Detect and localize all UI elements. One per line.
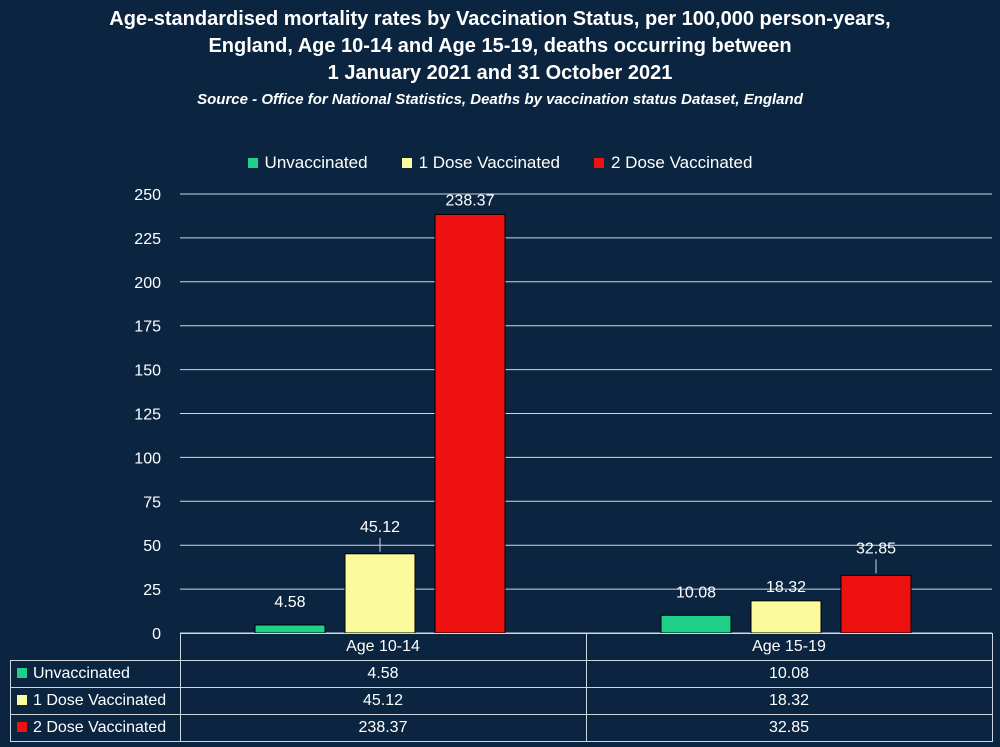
table-row: 2 Dose Vaccinated 238.37 32.85 <box>10 714 993 742</box>
table-cell: 32.85 <box>585 714 993 742</box>
table-header-cell: Age 15-19 <box>585 633 993 661</box>
y-tick-label: 75 <box>143 494 161 511</box>
data-label: 18.32 <box>766 579 806 596</box>
table-row-label-text: 1 Dose Vaccinated <box>33 692 167 709</box>
table-cell: 10.08 <box>585 660 993 688</box>
table-corner-cell <box>10 633 181 661</box>
bar <box>344 553 416 634</box>
chart-data-table: Age 10-14 Age 15-19 Unvaccinated 4.58 10… <box>10 633 993 742</box>
y-tick-label: 50 <box>143 538 161 555</box>
y-tick-label: 150 <box>134 363 161 380</box>
table-cell: 45.12 <box>179 687 587 715</box>
legend-swatch <box>247 158 258 168</box>
chart-legend: Unvaccinated 1 Dose Vaccinated 2 Dose Va… <box>0 153 1000 173</box>
bar <box>660 614 732 634</box>
legend-label: 2 Dose Vaccinated <box>611 153 753 172</box>
data-label: 10.08 <box>676 584 716 601</box>
data-label: 238.37 <box>446 192 495 209</box>
y-tick-label: 200 <box>134 275 161 292</box>
y-tick-label: 0 <box>152 626 161 640</box>
legend-item-unvaccinated: Unvaccinated <box>247 153 368 173</box>
table-cell: 238.37 <box>179 714 587 742</box>
table-cell: 4.58 <box>179 660 587 688</box>
chart-subtitle: Source - Office for National Statistics,… <box>197 91 803 108</box>
table-row: 1 Dose Vaccinated 45.12 18.32 <box>10 687 993 715</box>
table-row-label: 2 Dose Vaccinated <box>10 714 181 742</box>
table-row-label-text: Unvaccinated <box>33 665 130 682</box>
data-label: 45.12 <box>360 519 400 536</box>
table-header-cell: Age 10-14 <box>179 633 587 661</box>
chart-title-line: Age-standardised mortality rates by Vacc… <box>109 8 891 30</box>
data-label: 4.58 <box>274 594 305 611</box>
legend-item-one-dose: 1 Dose Vaccinated <box>401 153 560 173</box>
y-tick-label: 100 <box>134 450 161 467</box>
legend-label: Unvaccinated <box>264 153 368 172</box>
y-tick-label: 250 <box>134 187 161 204</box>
chart-title-line: England, Age 10-14 and Age 15-19, deaths… <box>208 35 792 57</box>
y-tick-label: 175 <box>134 319 161 336</box>
legend-swatch <box>594 158 604 168</box>
table-row: Unvaccinated 4.58 10.08 <box>10 660 993 688</box>
chart-title-block: Age-standardised mortality rates by Vacc… <box>0 6 1000 111</box>
table-row-label-text: 2 Dose Vaccinated <box>33 719 167 736</box>
bar-chart-plot: 0 25 50 75 100 125 150 175 200 225 250 4.58 45.12 238… <box>134 187 992 640</box>
table-swatch <box>17 668 27 678</box>
table-row-label: 1 Dose Vaccinated <box>10 687 181 715</box>
bar <box>840 574 912 634</box>
legend-swatch <box>401 158 412 168</box>
chart-title-line: 1 January 2021 and 31 October 2021 <box>327 62 673 84</box>
legend-label: 1 Dose Vaccinated <box>418 153 560 172</box>
bar <box>750 600 822 634</box>
bar <box>254 624 326 634</box>
table-row-label: Unvaccinated <box>10 660 181 688</box>
bar <box>434 213 506 634</box>
table-swatch <box>17 695 27 705</box>
table-swatch <box>17 722 27 732</box>
y-tick-label: 25 <box>143 582 161 599</box>
table-cell: 18.32 <box>585 687 993 715</box>
y-tick-label: 125 <box>134 407 161 424</box>
y-tick-label: 225 <box>134 231 161 248</box>
table-header-row: Age 10-14 Age 15-19 <box>10 633 993 661</box>
data-label: 32.85 <box>856 540 896 557</box>
legend-item-two-dose: 2 Dose Vaccinated <box>594 153 752 173</box>
